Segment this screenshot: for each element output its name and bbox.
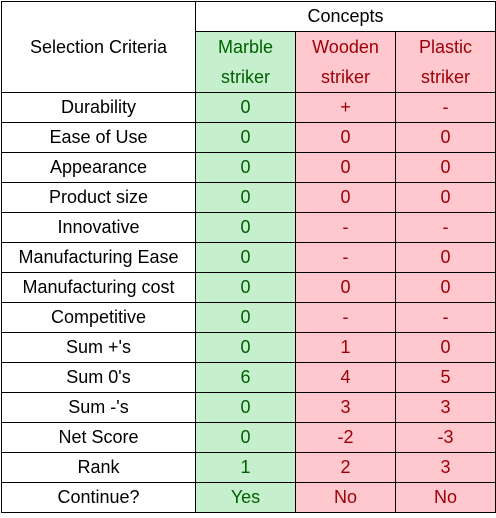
table-row: Sum 0's 6 4 5 <box>1 362 496 393</box>
score-cell-plastic: 0 <box>394 332 496 363</box>
score-cell-marble: 6 <box>195 362 296 393</box>
score-cell-wooden: 0 <box>295 182 396 213</box>
table-row: Sum +'s 0 1 0 <box>1 332 496 363</box>
score-cell-plastic: 0 <box>394 242 496 273</box>
selection-criteria-header: Selection Criteria <box>1 1 196 93</box>
score-cell-plastic: - <box>394 302 496 333</box>
concept-name-line2: striker <box>221 67 270 87</box>
table-row: Competitive 0- - <box>1 302 496 333</box>
table-row: Product size 0 0 0 <box>1 182 496 213</box>
table-row: Innovative 0- - <box>1 212 496 243</box>
score-cell-wooden: 0 <box>295 152 396 183</box>
concepts-label: Concepts <box>307 6 384 26</box>
criterion-label: Rank <box>1 452 196 483</box>
selection-criteria-label: Selection Criteria <box>29 37 168 57</box>
criterion-label: Sum 0's <box>1 362 196 393</box>
criterion-label: Product size <box>1 182 196 213</box>
criterion-label: Innovative <box>1 212 196 243</box>
score-cell-marble: 0 <box>195 332 296 363</box>
criterion-label: Durability <box>1 92 196 123</box>
score-cell-wooden: 4 <box>295 362 396 393</box>
score-cell-plastic: 0 <box>394 182 496 213</box>
concept-name-line2: striker <box>321 67 370 87</box>
matrix-body: Durability 0 + - Ease of Use 0 0 0 Appearance 0 0 0… <box>1 92 496 513</box>
score-cell-plastic: 0 <box>394 152 496 183</box>
criterion-label: Sum -'s <box>1 392 196 423</box>
concept-name-line1: Plastic <box>419 37 473 57</box>
score-cell-marble: 0 <box>195 272 296 303</box>
table-row: Rank 1 2 3 <box>1 452 496 483</box>
criterion-label: Continue? <box>1 482 196 513</box>
table-row: Appearance 0 0 0 <box>1 152 496 183</box>
score-cell-wooden: 0 <box>295 272 396 303</box>
score-cell-plastic: 3 <box>394 392 496 423</box>
score-cell-marble: 0 <box>195 242 296 273</box>
concept-header-plastic: Plastic striker <box>394 31 496 93</box>
table-row: Net Score 0 -2 -3 <box>1 422 496 453</box>
table-row: Sum -'s 0 3 3 <box>1 392 496 423</box>
score-cell-marble: 0 <box>195 152 296 183</box>
score-cell-plastic: -3 <box>394 422 496 453</box>
score-cell-wooden: 2 <box>295 452 396 483</box>
score-cell-plastic: 0 <box>394 122 496 153</box>
score-cell-plastic: 0 <box>394 272 496 303</box>
concept-header-marble: Marble striker <box>195 31 296 93</box>
score-cell-wooden: - <box>295 242 396 273</box>
score-cell-wooden: - <box>295 212 396 243</box>
concepts-header: Concepts <box>194 1 496 32</box>
concept-name-line2: striker <box>421 67 471 87</box>
table-row: Continue? Yes No No <box>1 482 496 513</box>
table-row: Durability 0 + - <box>1 92 496 123</box>
score-cell-wooden: 3 <box>295 392 396 423</box>
score-cell-wooden: No <box>295 482 396 513</box>
score-cell-wooden: - <box>295 302 396 333</box>
criterion-label: Manufacturing cost <box>1 272 196 303</box>
score-cell-wooden: 0 <box>295 122 396 153</box>
score-cell-plastic: 3 <box>394 452 496 483</box>
score-cell-marble: 0 <box>195 302 296 333</box>
concept-header-wooden: Wooden striker <box>295 31 396 93</box>
table-row: Manufacturing cost 0 0 0 <box>1 272 496 303</box>
score-cell-plastic: - <box>394 212 496 243</box>
table-row: Manufacturing Ease 0-0 <box>1 242 496 273</box>
criterion-label: Appearance <box>1 152 196 183</box>
score-cell-marble: 0 <box>195 92 296 123</box>
score-cell-marble: 0 <box>195 392 296 423</box>
criterion-label: Net Score <box>1 422 196 453</box>
score-cell-plastic: 5 <box>394 362 496 393</box>
concept-name-line1: Wooden <box>312 37 379 57</box>
score-cell-wooden: + <box>295 92 396 123</box>
criterion-label: Ease of Use <box>1 122 196 153</box>
score-cell-marble: Yes <box>195 482 296 513</box>
score-cell-marble: 0 <box>195 212 296 243</box>
score-cell-plastic: - <box>394 92 496 123</box>
score-cell-wooden: -2 <box>295 422 396 453</box>
criterion-label: Manufacturing Ease <box>1 242 196 273</box>
criterion-label: Competitive <box>1 302 196 333</box>
score-cell-plastic: No <box>394 482 496 513</box>
table-row: Ease of Use 0 0 0 <box>1 122 496 153</box>
concept-name-line1: Marble <box>217 37 274 57</box>
score-cell-marble: 0 <box>195 422 296 453</box>
criterion-label: Sum +'s <box>1 332 196 363</box>
score-cell-marble: 0 <box>195 122 296 153</box>
score-cell-marble: 0 <box>195 182 296 213</box>
score-cell-marble: 1 <box>195 452 296 483</box>
score-cell-wooden: 1 <box>295 332 396 363</box>
